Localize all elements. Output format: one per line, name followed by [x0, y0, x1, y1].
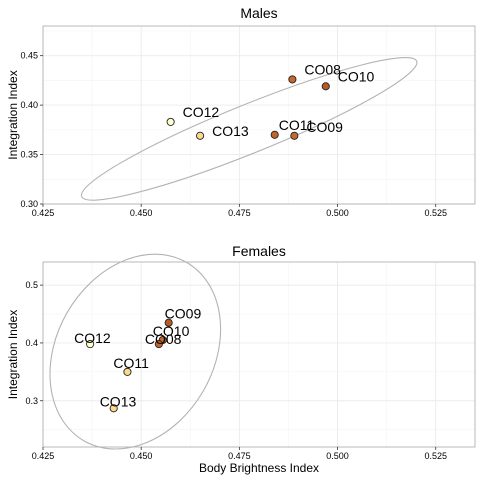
data-label-co12: CO12: [183, 104, 220, 120]
y-tick-label: 0.45: [20, 51, 38, 61]
confidence-ellipse: [80, 56, 418, 201]
x-tick-label: 0.475: [228, 208, 251, 218]
x-axis-title: Body Brightness Index: [199, 461, 319, 475]
chart-panel-1: 0.425 0.450 0.475 0.500 0.525 0.3 0.4 0.5 Female…: [6, 243, 476, 475]
data-point-co13: [196, 131, 205, 140]
panel-title: Males: [240, 5, 277, 21]
y-axis-title: Integration Index: [6, 70, 20, 159]
y-tick-label: 0.35: [20, 150, 38, 160]
data-point-co10: [321, 82, 330, 91]
data-label-co13: CO13: [100, 393, 137, 409]
panel-border: [42, 25, 476, 205]
y-tick-label: 0.30: [20, 199, 38, 209]
data-label-co11: CO11: [113, 355, 149, 371]
data-label-co10: CO10: [153, 323, 190, 339]
y-tick-label: 0.4: [25, 338, 38, 348]
x-tick-label: 0.425: [32, 208, 55, 218]
data-point-co08: [288, 75, 297, 84]
data-point-co13: [109, 404, 118, 413]
data-label-co08: CO08: [145, 331, 182, 347]
panel-title: Females: [232, 243, 286, 259]
data-point-co11: [123, 367, 132, 376]
y-axis-title: Integration Index: [6, 310, 20, 399]
y-tick-label: 0.5: [25, 280, 38, 290]
x-tick-label: 0.425: [32, 451, 55, 461]
y-tick-label: 0.3: [25, 396, 38, 406]
data-label-co09: CO09: [165, 306, 202, 322]
data-label-co10: CO10: [338, 68, 375, 84]
data-label-co11: CO11: [279, 117, 315, 133]
confidence-ellipse: [49, 253, 222, 450]
y-tick-label: 0.40: [20, 100, 38, 110]
data-label-co13: CO13: [212, 123, 249, 139]
data-label-co08: CO08: [304, 61, 341, 77]
x-tick-label: 0.450: [130, 208, 153, 218]
x-tick-label: 0.450: [130, 451, 153, 461]
data-point-co09: [290, 131, 299, 140]
data-point-co08: [154, 340, 163, 349]
x-tick-label: 0.475: [228, 451, 251, 461]
x-tick-label: 0.500: [326, 208, 349, 218]
x-tick-label: 0.525: [424, 208, 447, 218]
data-point-co12: [86, 340, 95, 349]
data-label-co09: CO09: [306, 119, 343, 135]
data-point-co11: [270, 130, 279, 139]
x-tick-label: 0.525: [424, 451, 447, 461]
chart-panel-0: 0.425 0.450 0.475 0.500 0.525 0.30 0.35 0.40 0.4…: [6, 5, 476, 218]
data-point-co12: [166, 117, 175, 126]
data-label-co12: CO12: [74, 330, 111, 346]
panel-border: [42, 261, 476, 448]
x-tick-label: 0.500: [326, 451, 349, 461]
data-point-co09: [164, 318, 173, 327]
